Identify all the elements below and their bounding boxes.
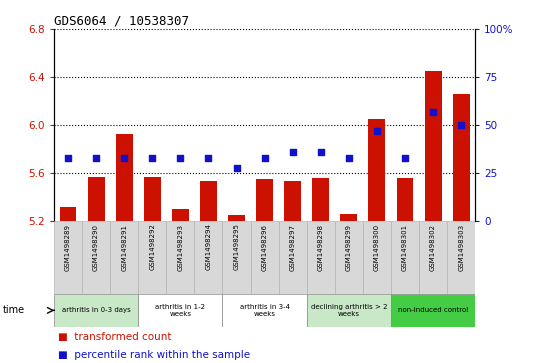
- Bar: [340, 214, 357, 221]
- Bar: [222, 294, 307, 327]
- Text: GSM1498301: GSM1498301: [402, 224, 408, 271]
- Bar: [110, 221, 138, 294]
- Text: GSM1498296: GSM1498296: [261, 224, 268, 270]
- Bar: [447, 221, 475, 294]
- Point: [373, 128, 381, 134]
- Point: [429, 109, 437, 115]
- Point: [148, 155, 157, 161]
- Bar: [82, 221, 110, 294]
- Point: [232, 165, 241, 171]
- Bar: [222, 221, 251, 294]
- Text: GSM1498293: GSM1498293: [177, 224, 184, 270]
- Point: [260, 155, 269, 161]
- Text: GSM1498291: GSM1498291: [121, 224, 127, 270]
- Text: GSM1498297: GSM1498297: [289, 224, 296, 270]
- Bar: [166, 221, 194, 294]
- Text: GSM1498299: GSM1498299: [346, 224, 352, 270]
- Point: [288, 149, 297, 155]
- Bar: [391, 294, 475, 327]
- Text: GDS6064 / 10538307: GDS6064 / 10538307: [54, 15, 189, 28]
- Bar: [312, 178, 329, 221]
- Bar: [138, 294, 222, 327]
- Bar: [424, 71, 442, 221]
- Point: [92, 155, 100, 161]
- Text: ■  percentile rank within the sample: ■ percentile rank within the sample: [58, 350, 251, 360]
- Text: GSM1498303: GSM1498303: [458, 224, 464, 271]
- Point: [64, 155, 72, 161]
- Text: time: time: [3, 305, 25, 315]
- Point: [204, 155, 213, 161]
- Text: GSM1498300: GSM1498300: [374, 224, 380, 271]
- Bar: [256, 179, 273, 221]
- Text: GSM1498298: GSM1498298: [318, 224, 324, 270]
- Text: arthritis in 1-2
weeks: arthritis in 1-2 weeks: [156, 304, 205, 317]
- Bar: [200, 180, 217, 221]
- Text: arthritis in 0-3 days: arthritis in 0-3 days: [62, 307, 131, 313]
- Bar: [453, 94, 470, 221]
- Point: [401, 155, 409, 161]
- Bar: [279, 221, 307, 294]
- Bar: [144, 177, 161, 221]
- Text: GSM1498292: GSM1498292: [149, 224, 156, 270]
- Bar: [54, 221, 82, 294]
- Bar: [363, 221, 391, 294]
- Text: ■  transformed count: ■ transformed count: [58, 332, 172, 342]
- Bar: [54, 294, 138, 327]
- Point: [457, 122, 465, 128]
- Bar: [307, 294, 391, 327]
- Bar: [391, 221, 419, 294]
- Bar: [172, 209, 189, 221]
- Text: GSM1498302: GSM1498302: [430, 224, 436, 270]
- Bar: [116, 134, 133, 221]
- Bar: [368, 119, 386, 221]
- Text: GSM1498289: GSM1498289: [65, 224, 71, 270]
- Text: GSM1498290: GSM1498290: [93, 224, 99, 270]
- Bar: [335, 221, 363, 294]
- Bar: [307, 221, 335, 294]
- Bar: [59, 207, 77, 221]
- Point: [176, 155, 185, 161]
- Point: [316, 149, 325, 155]
- Text: non-induced control: non-induced control: [398, 307, 468, 313]
- Bar: [419, 221, 447, 294]
- Bar: [87, 177, 105, 221]
- Point: [120, 155, 129, 161]
- Text: declining arthritis > 2
weeks: declining arthritis > 2 weeks: [310, 304, 387, 317]
- Text: GSM1498294: GSM1498294: [205, 224, 212, 270]
- Bar: [138, 221, 166, 294]
- Bar: [396, 178, 414, 221]
- Text: arthritis in 3-4
weeks: arthritis in 3-4 weeks: [240, 304, 289, 317]
- Text: GSM1498295: GSM1498295: [233, 224, 240, 270]
- Point: [345, 155, 353, 161]
- Bar: [194, 221, 222, 294]
- Bar: [228, 215, 245, 221]
- Bar: [284, 180, 301, 221]
- Bar: [251, 221, 279, 294]
